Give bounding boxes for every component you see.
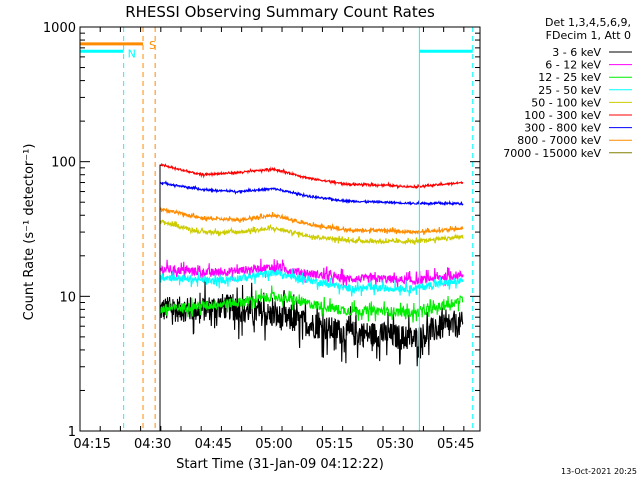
legend-label: 25 - 50 keV: [538, 84, 601, 97]
y-tick-label: 100: [51, 156, 76, 171]
y-axis-label: Count Rate (s⁻¹ detector⁻¹): [22, 144, 37, 321]
series-line: [159, 207, 464, 236]
x-tick-label: 05:00: [255, 437, 292, 452]
series-line: [159, 267, 464, 297]
timestamp: 13-Oct-2021 20:25: [561, 467, 637, 476]
series-line: [159, 219, 464, 246]
series-line: [159, 258, 464, 289]
legend-label: 7000 - 15000 keV: [503, 147, 601, 160]
legend-label: 300 - 800 keV: [524, 122, 601, 135]
x-tick-label: 05:45: [437, 437, 474, 452]
chart-title: RHESSI Observing Summary Count Rates: [125, 3, 435, 21]
legend-header-2: FDecim 1, Att 0: [546, 29, 631, 42]
x-tick-label: 04:45: [195, 437, 232, 452]
x-tick-label: 05:30: [376, 437, 413, 452]
series-line: [159, 180, 464, 207]
legend-label: 12 - 25 keV: [538, 71, 601, 84]
plot-frame: [79, 26, 481, 432]
legend-header-1: Det 1,3,4,5,6,9,: [545, 16, 631, 29]
series-line: [159, 285, 464, 323]
y-tick-label: 1: [68, 425, 76, 440]
legend-label: 3 - 6 keV: [552, 46, 601, 59]
night-label: N: [128, 47, 136, 60]
legend-label: 6 - 12 keV: [545, 59, 601, 72]
x-tick-label: 05:15: [316, 437, 353, 452]
saa-label: S: [149, 39, 156, 52]
series-line: [159, 279, 464, 367]
x-tick-label: 04:15: [73, 437, 110, 452]
y-tick-label: 1000: [43, 21, 76, 36]
x-tick-label: 04:30: [134, 437, 171, 452]
y-tick-label: 10: [59, 290, 76, 305]
x-axis-label: Start Time (31-Jan-09 04:12:22): [176, 457, 384, 472]
legend-label: 800 - 7000 keV: [517, 134, 601, 147]
series-line: [159, 162, 464, 190]
legend-label: 100 - 300 keV: [524, 109, 601, 122]
legend-label: 50 - 100 keV: [531, 96, 601, 109]
